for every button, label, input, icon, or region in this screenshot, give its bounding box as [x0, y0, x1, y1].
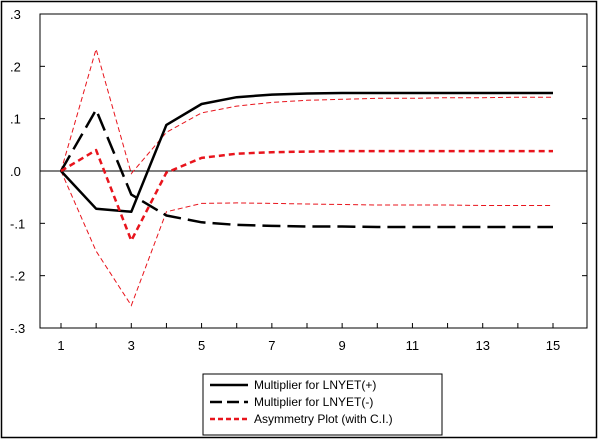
y-tick-label: .2	[10, 59, 21, 74]
y-tick-label: .0	[10, 164, 21, 179]
series-lines	[59, 91, 553, 242]
legend-label: Multiplier for LNYET(+)	[254, 378, 376, 392]
y-tick-label: -.1	[10, 216, 25, 231]
x-tick-label: 13	[475, 338, 489, 353]
legend-label: Multiplier for LNYET(-)	[254, 395, 373, 409]
series-line-3	[60, 148, 553, 242]
y-tick-label: .1	[10, 112, 21, 127]
series-line-1	[60, 91, 553, 214]
x-tick-label: 11	[406, 338, 420, 353]
series-line-2	[59, 108, 553, 229]
y-axis: .3 .2 .1 .0 -.1 -.2 -.3	[10, 7, 587, 336]
x-axis: 1 3 5 7 9 11 13 15	[57, 323, 560, 353]
x-tick-label: 3	[128, 338, 135, 353]
x-tick-label: 9	[339, 338, 346, 353]
legend-label: Asymmetry Plot (with C.I.)	[254, 412, 393, 426]
ci-upper-line	[60, 47, 553, 175]
y-tick-label: -.3	[10, 321, 25, 336]
y-tick-label: -.2	[10, 269, 25, 284]
confidence-band	[60, 47, 553, 307]
legend: Multiplier for LNYET(+) Multiplier for LN…	[202, 373, 443, 436]
x-tick-label: 15	[546, 338, 560, 353]
ci-lower-line	[60, 170, 553, 307]
x-tick-label: 7	[268, 338, 275, 353]
x-tick-label: 1	[57, 338, 64, 353]
x-tick-label: 5	[198, 338, 205, 353]
y-tick-label: .3	[10, 7, 21, 22]
